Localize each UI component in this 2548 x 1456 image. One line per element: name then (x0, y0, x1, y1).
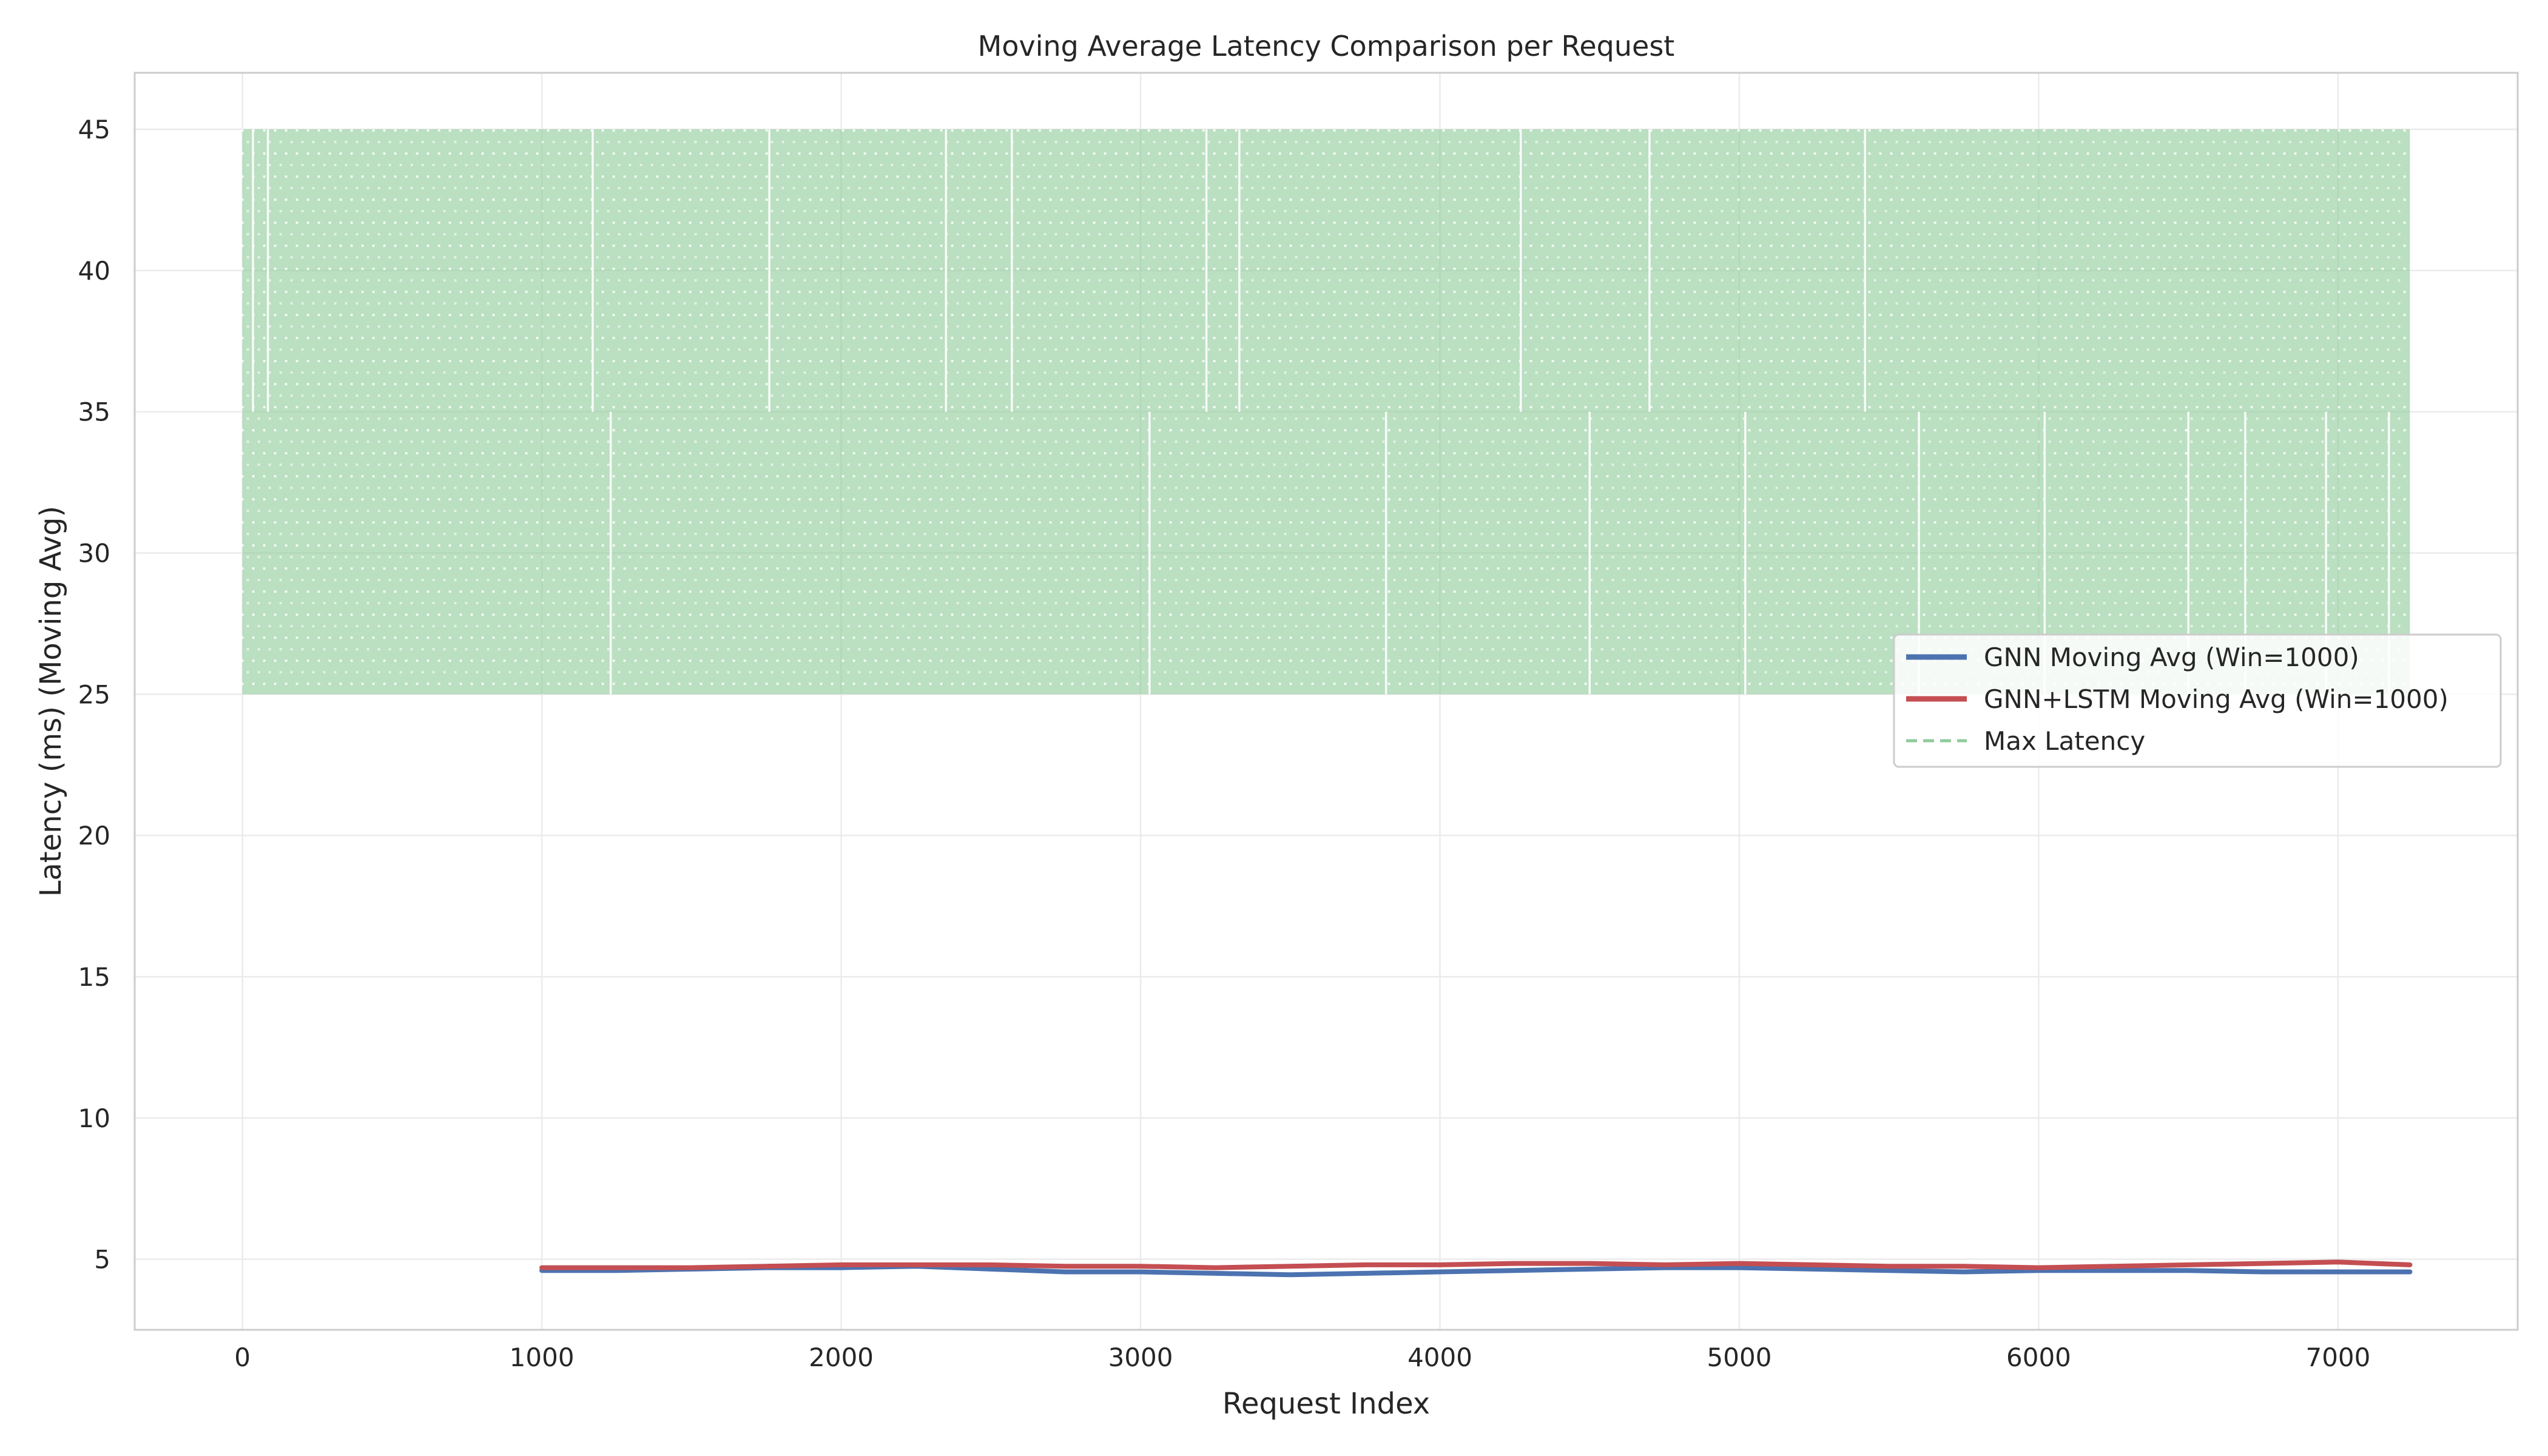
legend-lstm-label: GNN+LSTM Moving Avg (Win=1000) (1984, 684, 2449, 714)
x-tick-label: 2000 (809, 1343, 874, 1372)
y-tick-label: 20 (78, 821, 110, 851)
plot-frame (133, 72, 2519, 1331)
y-tick-label: 35 (78, 397, 110, 427)
gnn-moving-avg-line (539, 1264, 2413, 1278)
y-tick-label: 5 (94, 1245, 110, 1275)
x-axis-label: Request Index (1222, 1387, 1430, 1421)
max-latency-dash-texture (246, 141, 2401, 695)
y-tick-label: 25 (78, 679, 110, 709)
y-tick-label: 45 (78, 115, 110, 144)
y-tick-label: 15 (78, 962, 110, 992)
series-layer (241, 129, 2413, 1278)
max-latency-series (241, 129, 2410, 695)
chart-title: Moving Average Latency Comparison per Re… (978, 30, 1675, 62)
y-tick-label: 10 (78, 1104, 110, 1133)
legend-box (1893, 633, 2502, 768)
legend: GNN Moving Avg (Win=1000) GNN+LSTM Movin… (1893, 633, 2502, 768)
x-tick-label: 4000 (1407, 1343, 1472, 1372)
y-axis-label: Latency (ms) (Moving Avg) (34, 506, 68, 897)
x-tick-label: 1000 (510, 1343, 575, 1372)
y-tick-label: 40 (78, 256, 110, 286)
x-tick-label: 6000 (2006, 1343, 2071, 1372)
y-tick-label: 30 (78, 539, 110, 568)
lstm-moving-avg-line (539, 1259, 2413, 1270)
legend-max-label: Max Latency (1984, 726, 2145, 756)
x-tick-label: 7000 (2305, 1343, 2370, 1372)
tick-labels: 0 1000 2000 3000 4000 5000 6000 7000 5 10 15 20 25 30… (78, 115, 2371, 1372)
x-tick-label: 5000 (1707, 1343, 1772, 1372)
x-tick-label: 0 (234, 1343, 251, 1372)
legend-gnn-label: GNN Moving Avg (Win=1000) (1984, 642, 2359, 672)
max-latency-band (242, 129, 2410, 695)
x-tick-label: 3000 (1108, 1343, 1173, 1372)
